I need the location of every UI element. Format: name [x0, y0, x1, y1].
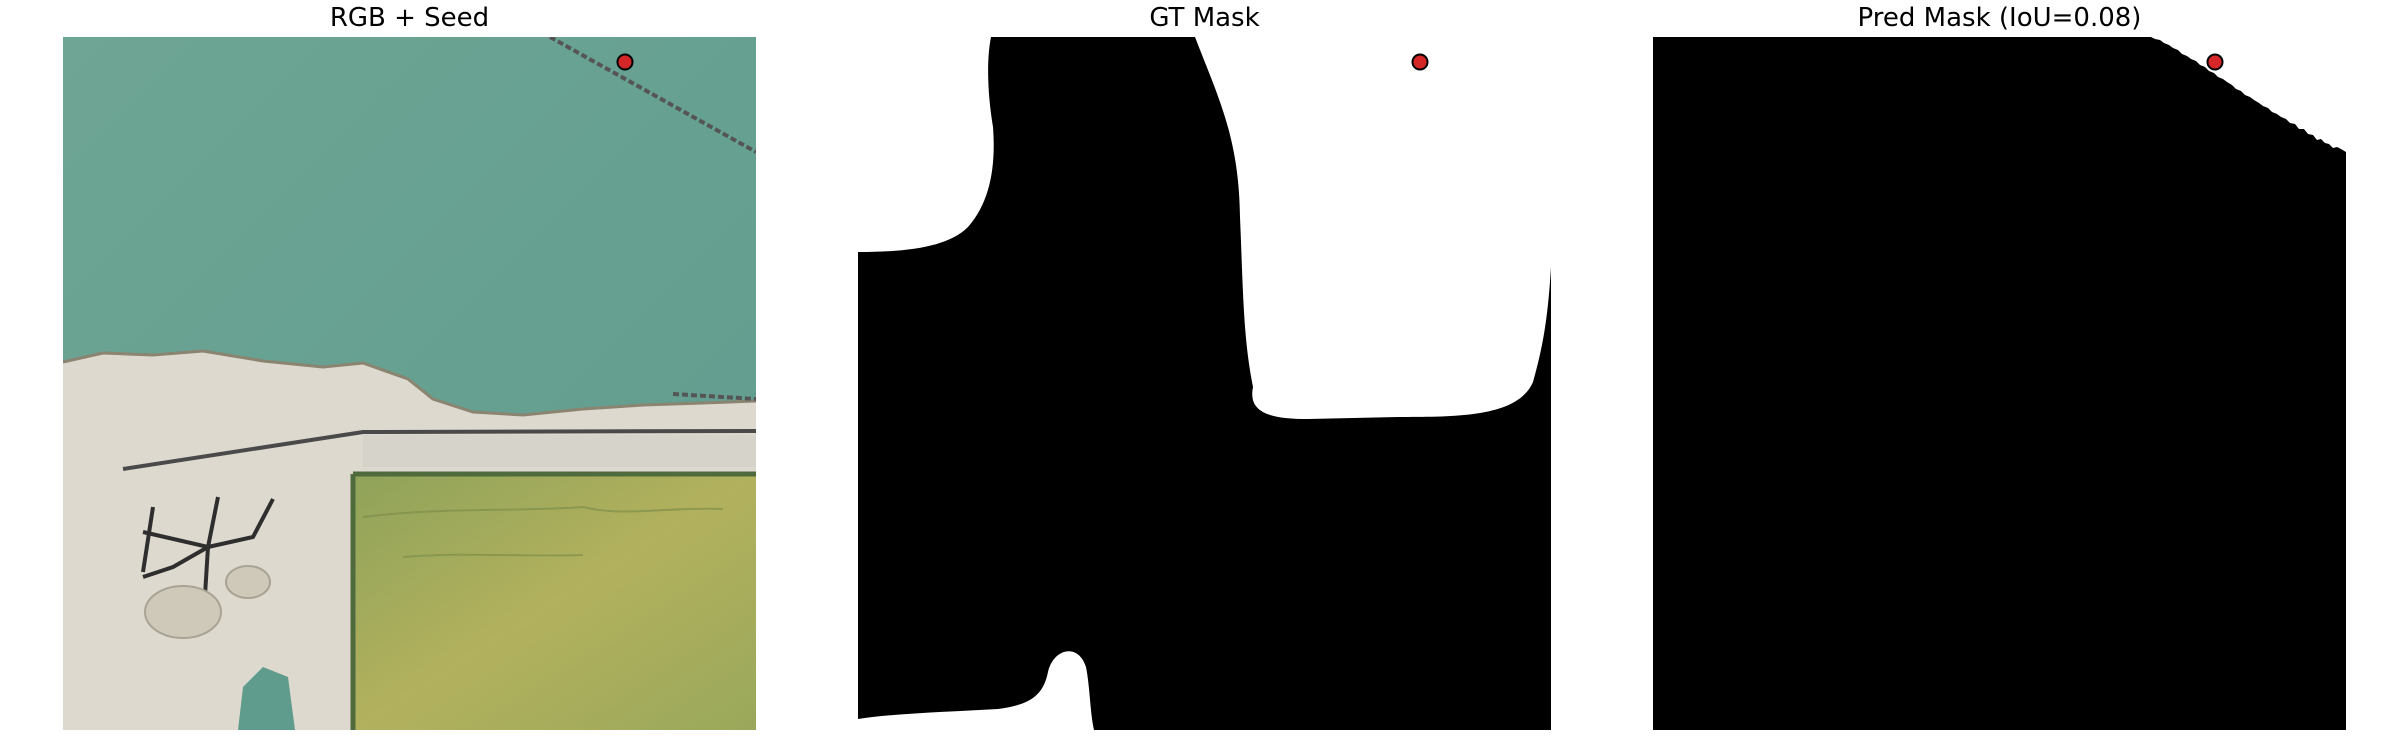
jetty	[672, 392, 756, 401]
sand-pile-1	[144, 585, 222, 639]
seed-point	[2206, 53, 2224, 71]
seed-point	[616, 53, 634, 71]
rgb-aerial-image	[63, 37, 756, 730]
field-border	[350, 471, 756, 730]
rgb-image-panel	[63, 37, 756, 730]
gt-mask-panel	[858, 37, 1551, 730]
farm-field	[353, 474, 756, 730]
gt-edge-line	[1549, 37, 1551, 267]
pred-mask-image	[1653, 37, 2346, 730]
gt-foreground-main	[1195, 37, 1551, 419]
panel-title-rgb: RGB + Seed	[329, 3, 490, 33]
seed-point	[1411, 53, 1429, 71]
panel-title-gt: GT Mask	[1149, 3, 1260, 33]
gt-mask-image	[858, 37, 1551, 730]
shoreline	[63, 349, 756, 417]
pred-mask-panel	[1653, 37, 2346, 730]
road-surface	[363, 435, 756, 467]
gt-foreground-left	[858, 37, 994, 252]
road	[122, 429, 756, 471]
pred-background	[1653, 37, 2346, 730]
sand-pile-2	[225, 565, 271, 599]
pier	[549, 37, 756, 154]
small-pond	[238, 667, 295, 730]
field-tracks	[362, 506, 724, 558]
gt-foreground-bottom	[858, 651, 1094, 730]
panel-title-pred: Pred Mask (IoU=0.08)	[1857, 3, 2142, 33]
pred-foreground	[2138, 37, 2346, 152]
